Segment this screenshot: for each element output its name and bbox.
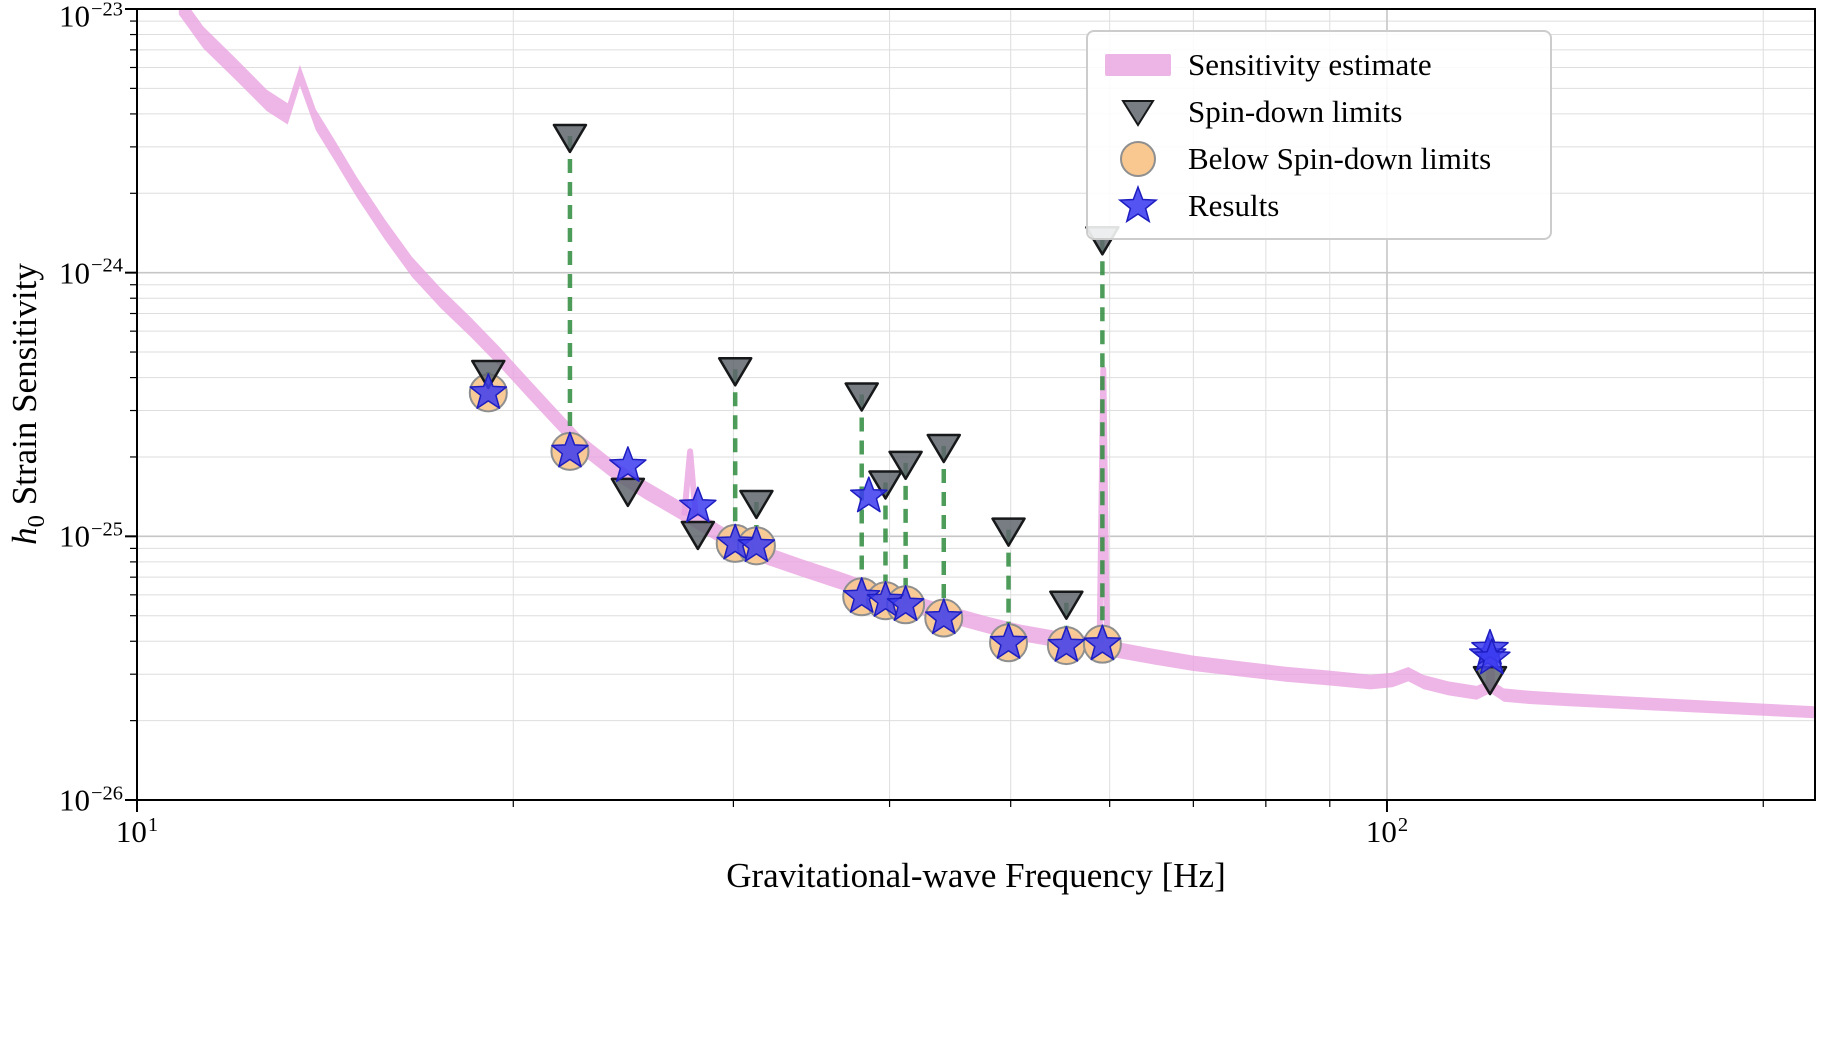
y-tick-label: 10−23	[59, 0, 123, 34]
triangle-down-icon	[1088, 96, 1188, 128]
y-tick-label: 10−24	[59, 254, 123, 291]
y-tick-label: 10−25	[59, 518, 123, 554]
spin-down-limit-marker	[844, 382, 879, 412]
spin-down-limit-marker	[926, 433, 962, 464]
spin-down-limit-marker	[680, 520, 716, 551]
result-marker	[679, 486, 717, 523]
legend-label: Sensitivity estimate	[1188, 46, 1432, 82]
result-marker	[989, 622, 1028, 659]
y-axis-subscript: 0	[23, 515, 50, 528]
spin-down-limit-marker	[868, 470, 903, 500]
spin-down-limit-marker	[888, 450, 923, 481]
result-markers	[469, 373, 1511, 675]
spin-down-limit-marker	[717, 357, 753, 387]
x-axis-title: Gravitational-wave Frequency [Hz]	[726, 856, 1226, 895]
star-icon	[1088, 184, 1188, 227]
result-marker	[1472, 638, 1511, 675]
result-marker	[609, 446, 647, 483]
spin-down-limit-marker	[610, 477, 646, 508]
result-marker	[1047, 625, 1086, 662]
result-marker	[716, 523, 755, 560]
circle-icon	[1088, 140, 1188, 178]
y-tick-label: 10−26	[59, 782, 123, 818]
spin-down-limit-markers	[471, 123, 1508, 696]
axis-ticks	[125, 8, 1764, 812]
result-marker	[551, 431, 589, 468]
legend-item-below-spin-down: Below Spin-down limits	[1088, 135, 1550, 182]
legend-label: Spin-down limits	[1188, 93, 1403, 129]
sensitivity-spike	[681, 448, 699, 518]
sensitivity-band-icon	[1088, 53, 1188, 76]
result-marker	[737, 526, 776, 563]
result-marker	[924, 598, 963, 635]
x-tick-label: 101	[115, 813, 159, 849]
result-marker	[886, 585, 925, 621]
sensitivity-band	[178, 9, 1815, 719]
spin-down-limit-marker	[739, 489, 774, 520]
result-marker	[842, 577, 881, 613]
legend-label: Below Spin-down limits	[1188, 140, 1492, 176]
result-marker	[866, 580, 905, 617]
y-axis-text: Strain Sensitivity	[5, 263, 44, 506]
spin-down-limit-marker	[1049, 590, 1084, 620]
legend: Sensitivity estimate Spin-down limits Be…	[1086, 30, 1552, 240]
spin-down-limit-marker	[552, 123, 588, 154]
legend-label: Results	[1188, 187, 1280, 223]
legend-item-sensitivity: Sensitivity estimate	[1088, 41, 1550, 88]
spin-down-limit-marker	[991, 517, 1026, 547]
y-axis-symbol: h	[5, 527, 44, 545]
plot-frame	[136, 8, 1816, 801]
legend-item-spin-down: Spin-down limits	[1088, 88, 1550, 135]
result-marker	[1083, 624, 1122, 661]
result-marker	[469, 373, 508, 410]
result-marker	[849, 476, 888, 513]
sensitivity-spike	[1096, 366, 1110, 645]
legend-item-results: Results	[1088, 182, 1550, 229]
gridlines	[136, 8, 1815, 801]
y-axis-title: h0 Strain Sensitivity	[5, 263, 51, 545]
x-tick-label: 102	[1365, 813, 1409, 849]
